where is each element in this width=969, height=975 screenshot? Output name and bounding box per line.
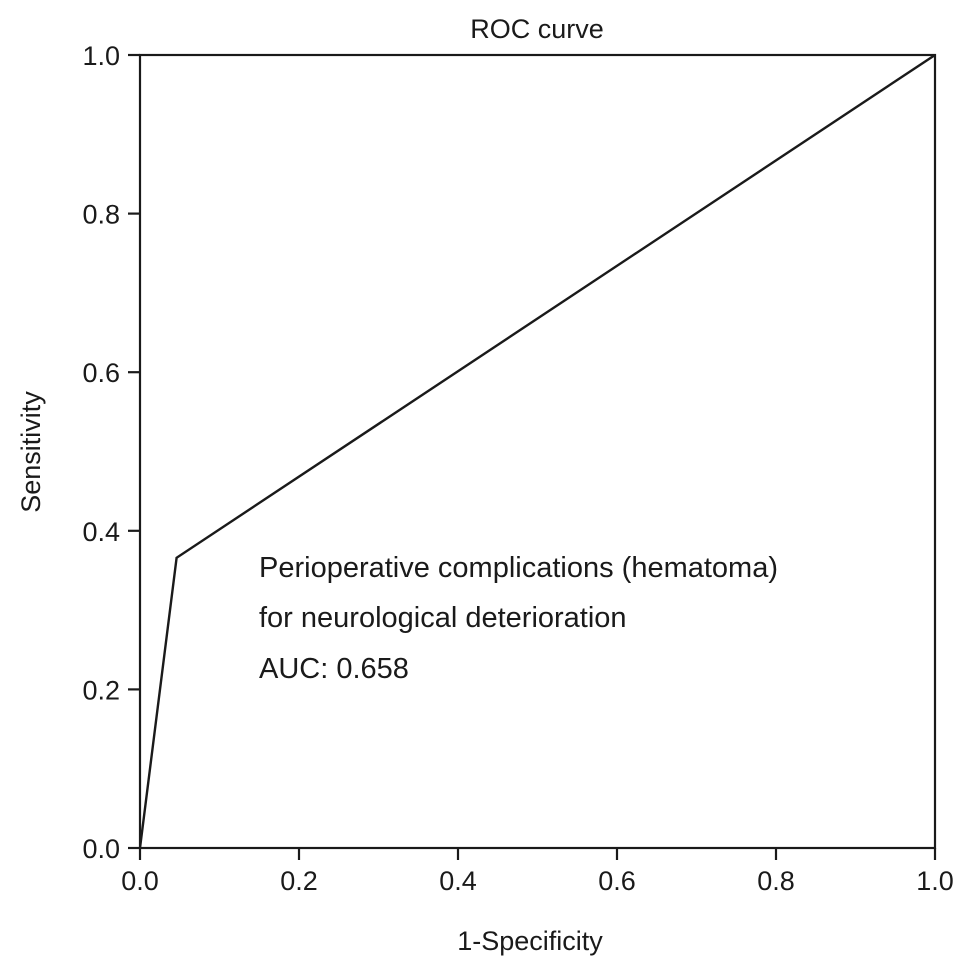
y-tick-label: 0.4: [82, 517, 120, 547]
chart-title: ROC curve: [470, 14, 604, 44]
x-tick-label: 0.0: [121, 866, 159, 896]
y-axis-title: Sensitivity: [16, 391, 46, 513]
plot-frame: [138, 53, 937, 850]
auc-annotation: Perioperative complications (hematoma) f…: [259, 552, 778, 685]
x-tick-label: 0.6: [598, 866, 636, 896]
x-axis-title: 1-Specificity: [457, 926, 603, 956]
x-tick-label: 1.0: [916, 866, 954, 896]
y-axis: 0.0 0.2 0.4 0.6 0.8 1.0: [82, 41, 140, 864]
y-tick-label: 0.6: [82, 358, 120, 388]
roc-curve-line: [138, 53, 936, 849]
x-tick-label: 0.8: [757, 866, 795, 896]
x-tick-label: 0.2: [280, 866, 318, 896]
y-tick-label: 0.0: [82, 834, 120, 864]
y-tick-label: 0.2: [82, 675, 120, 705]
annotation-line-1: Perioperative complications (hematoma): [259, 552, 778, 584]
y-tick-label: 1.0: [82, 41, 120, 71]
annotation-line-3: AUC: 0.658: [259, 653, 409, 685]
annotation-line-2: for neurological deterioration: [259, 602, 627, 634]
x-tick-label: 0.4: [439, 866, 477, 896]
y-tick-label: 0.8: [82, 200, 120, 230]
x-axis: 0.0 0.2 0.4 0.6 0.8 1.0: [121, 848, 954, 896]
